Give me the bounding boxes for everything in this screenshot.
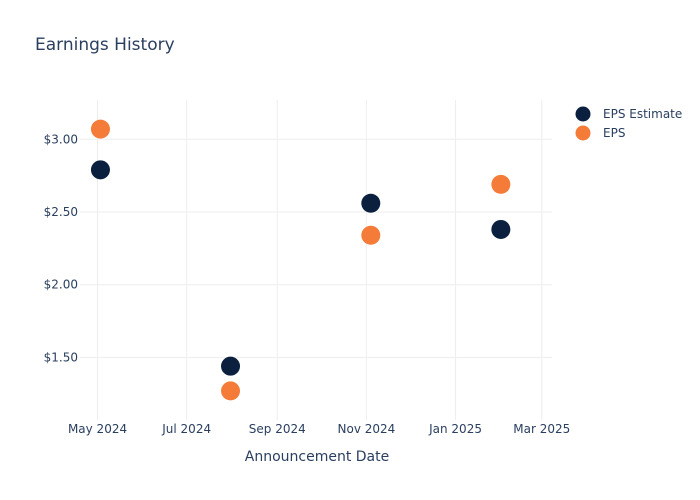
- x-tick-label: Nov 2024: [338, 422, 396, 436]
- y-tick-label: $2.50: [44, 205, 78, 219]
- y-tick-label: $1.50: [44, 350, 78, 364]
- data-points: [90, 119, 511, 401]
- eps-point[interactable]: [491, 174, 511, 194]
- eps-estimate-point[interactable]: [90, 160, 110, 180]
- eps-estimate-point[interactable]: [221, 356, 241, 376]
- eps-point[interactable]: [90, 119, 110, 139]
- x-tick-label: May 2024: [68, 422, 127, 436]
- eps-estimate-point[interactable]: [361, 193, 381, 213]
- x-axis-ticks: May 2024 Jul 2024 Sep 2024 Nov 2024 Jan 2025…: [68, 422, 570, 436]
- x-tick-label: Jan 2025: [428, 422, 482, 436]
- y-axis-ticks: $1.50 $2.00 $2.50 $3.00: [44, 132, 78, 364]
- x-tick-label: Mar 2025: [513, 422, 570, 436]
- y-tick-label: $3.00: [44, 132, 78, 146]
- x-axis-title: Announcement Date: [245, 449, 389, 465]
- x-tick-label: Jul 2024: [161, 422, 211, 436]
- chart-title: Earnings History: [35, 35, 175, 55]
- grid: [80, 100, 552, 420]
- legend[interactable]: EPS Estimate EPS: [575, 106, 683, 141]
- eps-point[interactable]: [361, 225, 381, 245]
- eps-point[interactable]: [221, 381, 241, 401]
- x-tick-label: Sep 2024: [249, 422, 306, 436]
- legend-label[interactable]: EPS Estimate: [603, 107, 682, 121]
- legend-marker[interactable]: [575, 106, 591, 122]
- y-tick-label: $2.00: [44, 278, 78, 292]
- legend-label[interactable]: EPS: [603, 126, 625, 140]
- eps-estimate-point[interactable]: [491, 219, 511, 239]
- legend-marker[interactable]: [575, 125, 591, 141]
